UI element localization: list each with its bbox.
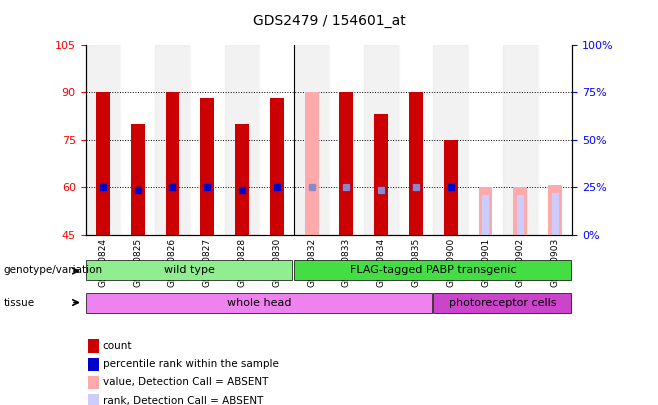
Bar <box>434 293 570 313</box>
Bar <box>294 45 329 235</box>
Bar <box>468 45 503 235</box>
Bar <box>478 187 492 235</box>
Bar <box>538 45 572 235</box>
Bar <box>270 98 284 235</box>
Bar <box>374 114 388 235</box>
Bar <box>409 92 423 235</box>
Bar <box>86 293 432 313</box>
Bar <box>399 45 434 235</box>
Text: photoreceptor cells: photoreceptor cells <box>449 298 557 308</box>
Bar <box>434 45 468 235</box>
Bar <box>190 45 224 235</box>
Bar <box>131 124 145 235</box>
Bar <box>88 376 99 389</box>
Bar <box>329 45 364 235</box>
Bar <box>155 45 190 235</box>
Bar <box>340 92 353 235</box>
Bar <box>443 140 458 235</box>
Bar <box>166 92 180 235</box>
Bar <box>364 45 399 235</box>
Bar <box>120 45 155 235</box>
Bar <box>482 195 489 235</box>
Bar <box>86 260 292 280</box>
Bar <box>96 92 110 235</box>
Bar <box>88 394 99 405</box>
Bar <box>294 260 570 280</box>
Bar <box>224 45 259 235</box>
Bar <box>259 45 294 235</box>
Text: value, Detection Call = ABSENT: value, Detection Call = ABSENT <box>103 377 268 388</box>
Bar <box>517 195 524 235</box>
Text: genotype/variation: genotype/variation <box>3 265 103 275</box>
Text: tissue: tissue <box>3 298 34 307</box>
Bar <box>88 358 99 371</box>
Bar <box>548 185 562 235</box>
Bar <box>86 45 120 235</box>
Text: GDS2479 / 154601_at: GDS2479 / 154601_at <box>253 14 405 28</box>
Bar <box>513 187 527 235</box>
Bar <box>503 45 538 235</box>
Text: count: count <box>103 341 132 351</box>
Bar <box>305 92 318 235</box>
Bar <box>200 98 215 235</box>
Text: FLAG-tagged PABP transgenic: FLAG-tagged PABP transgenic <box>350 265 517 275</box>
Bar <box>551 193 559 235</box>
Text: whole head: whole head <box>227 298 291 308</box>
Text: rank, Detection Call = ABSENT: rank, Detection Call = ABSENT <box>103 396 263 405</box>
Text: wild type: wild type <box>164 265 215 275</box>
Bar <box>88 339 99 352</box>
Text: percentile rank within the sample: percentile rank within the sample <box>103 359 278 369</box>
Bar <box>235 124 249 235</box>
